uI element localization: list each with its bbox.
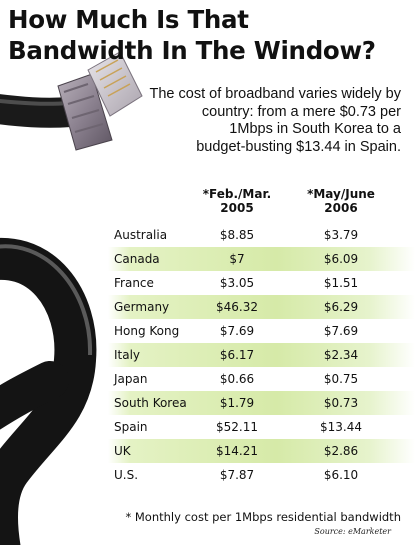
cost-2005-cell: $8.85 — [219, 228, 255, 242]
cable-loop — [0, 237, 97, 545]
bandwidth-cost-table: Australia $8.85 $3.79 Canada $7 $6.09 France $3… — [108, 223, 415, 487]
cost-2005-cell: $0.66 — [219, 372, 255, 386]
cost-2005-cell: $7 — [229, 252, 245, 266]
subtitle-line-3: 1Mbps in South Korea to a — [229, 121, 401, 137]
column-header-2006-year: 2006 — [324, 201, 358, 215]
column-header-2005: *Feb./Mar. 2005 — [192, 187, 282, 215]
table-row: Spain $52.11 $13.44 — [108, 415, 415, 439]
cost-2006-cell: $6.09 — [323, 252, 359, 266]
table-row: UK $14.21 $2.86 — [108, 439, 415, 463]
cost-2006-cell: $1.51 — [323, 276, 359, 290]
cost-2005-cell: $14.21 — [216, 444, 258, 458]
table-row: Australia $8.85 $3.79 — [108, 223, 415, 247]
subtitle-line-2: country: from a mere $0.73 per — [201, 103, 401, 120]
column-header-2006-period: *May/June — [307, 187, 375, 201]
table-row: France $3.05 $1.51 — [108, 271, 415, 295]
country-label: France — [114, 276, 154, 290]
column-header-2005-year: 2005 — [220, 201, 254, 215]
cost-2005-cell: $3.05 — [219, 276, 255, 290]
cost-2006-cell: $6.10 — [323, 468, 359, 482]
table-row: Canada $7 $6.09 — [108, 247, 415, 271]
title-line-2: Bandwidth In The Window? — [8, 36, 376, 65]
column-header-2006: *May/June 2006 — [296, 187, 386, 215]
table-row: Japan $0.66 $0.75 — [108, 367, 415, 391]
cost-2005-cell: $1.79 — [219, 396, 255, 410]
table-row: U.S. $7.87 $6.10 — [108, 463, 415, 487]
subtitle-line-1: The cost of broadband varies widely by — [149, 86, 401, 102]
country-label: Spain — [114, 420, 148, 434]
country-label: Australia — [114, 228, 168, 242]
country-label: Germany — [114, 300, 170, 314]
plug-boot — [57, 73, 113, 151]
cost-2005-cell: $52.11 — [216, 420, 258, 434]
country-label: UK — [114, 444, 131, 458]
country-label: Japan — [114, 372, 148, 386]
cost-2005-cell: $7.87 — [219, 468, 255, 482]
cost-2005-cell: $7.69 — [219, 324, 255, 338]
column-header-2005-period: *Feb./Mar. — [202, 187, 272, 201]
cost-2005-cell: $46.32 — [216, 300, 258, 314]
title-line-1: How Much Is That — [8, 5, 249, 34]
country-label: Italy — [114, 348, 141, 362]
country-label: Hong Kong — [114, 324, 180, 338]
table-row: Italy $6.17 $2.34 — [108, 343, 415, 367]
cost-2005-cell: $6.17 — [219, 348, 255, 362]
plug-head — [87, 51, 143, 117]
subtitle-line-4: budget-busting $13.44 in Spain. — [196, 138, 401, 155]
cable-top — [0, 94, 85, 128]
table-row: Germany $46.32 $6.29 — [108, 295, 415, 319]
cost-2006-cell: $2.34 — [323, 348, 359, 362]
table-row: South Korea $1.79 $0.73 — [108, 391, 415, 415]
cost-2006-cell: $0.75 — [323, 372, 359, 386]
country-label: U.S. — [114, 468, 139, 482]
cost-2006-cell: $13.44 — [320, 420, 362, 434]
cost-2006-cell: $2.86 — [323, 444, 359, 458]
chart-title: How Much Is That Bandwidth In The Window… — [8, 4, 408, 66]
cost-2006-cell: $7.69 — [323, 324, 359, 338]
chart-subtitle: The cost of broadband varies widely by c… — [101, 86, 401, 156]
cost-2006-cell: $6.29 — [323, 300, 359, 314]
cost-2006-cell: $0.73 — [323, 396, 359, 410]
country-label: Canada — [114, 252, 160, 266]
footnote: * Monthly cost per 1Mbps residential ban… — [125, 510, 401, 524]
cost-2006-cell: $3.79 — [323, 228, 359, 242]
country-label: South Korea — [114, 396, 187, 410]
source-credit: Source: eMarketer — [314, 527, 391, 536]
table-row: Hong Kong $7.69 $7.69 — [108, 319, 415, 343]
